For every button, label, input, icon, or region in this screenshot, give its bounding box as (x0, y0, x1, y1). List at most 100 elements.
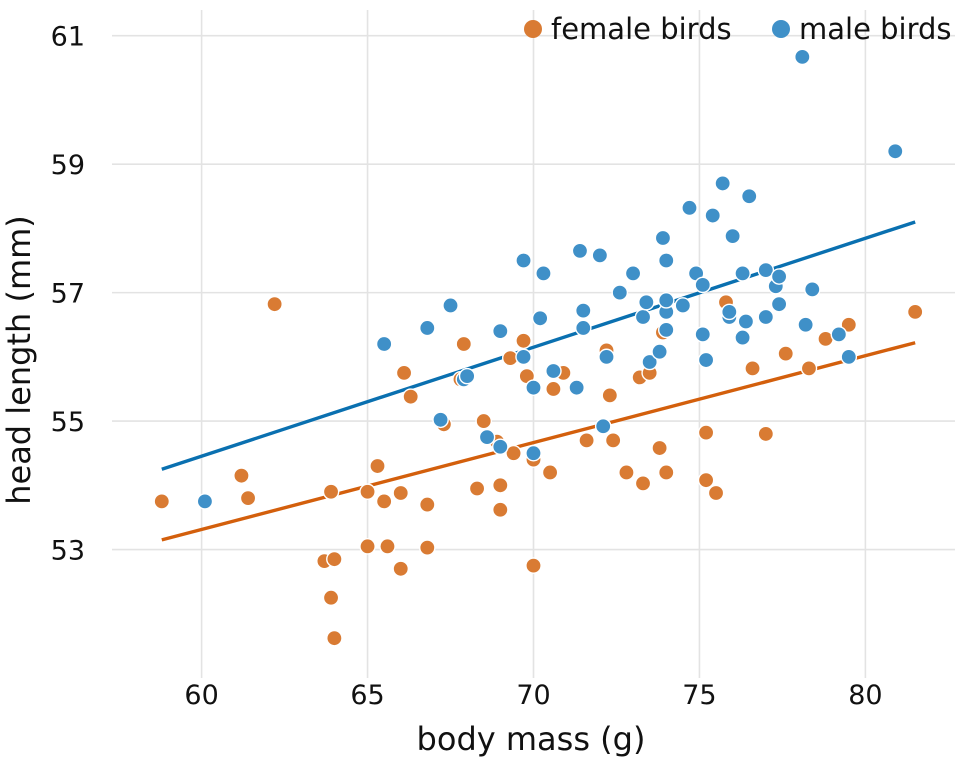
female-point (651, 439, 668, 457)
female-point (233, 467, 250, 484)
y-axis-title: head length (mm) (0, 215, 38, 505)
female-point (697, 424, 715, 441)
female-point (906, 303, 924, 321)
male-point (657, 252, 675, 269)
male-point (611, 284, 629, 301)
female-point (757, 425, 775, 443)
male-point (721, 303, 738, 321)
male-point (770, 268, 788, 285)
male-point (757, 261, 775, 279)
female-point (359, 538, 376, 555)
female-point (468, 480, 486, 497)
y-tick-label: 53 (51, 536, 85, 567)
male-point (697, 351, 715, 369)
male-point (657, 292, 675, 309)
male-point (740, 187, 758, 205)
female-point (153, 493, 171, 510)
female-point (604, 432, 622, 449)
male-point (545, 362, 562, 380)
male-point (794, 48, 811, 66)
y-tick-label: 57 (51, 279, 85, 310)
male-point (641, 353, 658, 371)
grid (112, 10, 955, 678)
tick-labels: 60 65 70 75 80 53 55 57 59 61 (51, 22, 883, 711)
male-point (624, 265, 642, 282)
female-point (395, 364, 413, 382)
x-axis-title: body mass (g) (417, 720, 646, 758)
male-point (830, 326, 848, 343)
fit-line-male (161, 220, 916, 471)
male-point (594, 417, 612, 435)
male-point (714, 175, 731, 192)
male-point (492, 322, 509, 340)
x-tick-label: 65 (350, 680, 384, 711)
legend-swatch-male (772, 20, 790, 38)
male-point (432, 411, 449, 429)
male-point (797, 316, 814, 334)
y-tick-label: 61 (51, 22, 85, 53)
male-point (574, 302, 592, 319)
female-point (800, 360, 818, 377)
female-point (525, 557, 542, 574)
male-point (478, 428, 496, 446)
male-point (515, 348, 532, 366)
male-point (734, 329, 751, 346)
male-point (734, 265, 751, 282)
female-point (379, 538, 396, 555)
legend-item-male: male birds (772, 12, 952, 46)
male-point (525, 379, 542, 396)
female-point (375, 493, 393, 510)
male-point (694, 276, 712, 294)
male-point (770, 295, 788, 313)
female-point (322, 483, 340, 501)
male-point (515, 252, 532, 269)
female-point (322, 589, 340, 607)
male-point (638, 293, 655, 311)
male-point (724, 227, 741, 245)
female-point (418, 539, 436, 556)
female-point (657, 464, 675, 481)
female-point (492, 501, 509, 519)
female-point (369, 457, 386, 475)
female-point (545, 380, 562, 398)
female-point (455, 335, 473, 353)
male-point (492, 438, 509, 456)
female-point (707, 484, 725, 502)
fit-line-female (161, 341, 916, 542)
male-point (535, 265, 552, 282)
male-point (694, 326, 712, 343)
legend-swatch-female (524, 20, 542, 38)
male-point (571, 242, 589, 260)
female-point (492, 477, 509, 494)
legend-label-female: female birds (551, 12, 732, 46)
female-point (515, 332, 532, 350)
female-point (777, 345, 795, 362)
male-point (375, 335, 393, 353)
female-point (326, 550, 343, 568)
female-point (618, 464, 635, 481)
male-point (196, 493, 214, 510)
female-point (541, 464, 559, 481)
male-point (757, 308, 775, 326)
x-tick-label: 80 (848, 680, 882, 711)
x-tick-label: 75 (682, 680, 716, 711)
female-point (475, 412, 493, 430)
female-point (392, 484, 410, 502)
male-point (657, 321, 675, 339)
female-point (840, 316, 858, 334)
female-point (601, 387, 619, 404)
regression-lines (161, 220, 916, 542)
male-point (591, 247, 609, 264)
female-point (326, 629, 343, 647)
male-point (442, 297, 459, 314)
male-point (737, 313, 755, 330)
female-point (697, 471, 715, 489)
male-point (674, 297, 692, 314)
male-point (598, 348, 615, 366)
female-point (505, 444, 522, 462)
male-point (568, 379, 585, 396)
legend: female birds male birds (524, 12, 952, 46)
female-point (634, 475, 652, 492)
female-point (392, 560, 410, 578)
male-point (525, 444, 542, 462)
